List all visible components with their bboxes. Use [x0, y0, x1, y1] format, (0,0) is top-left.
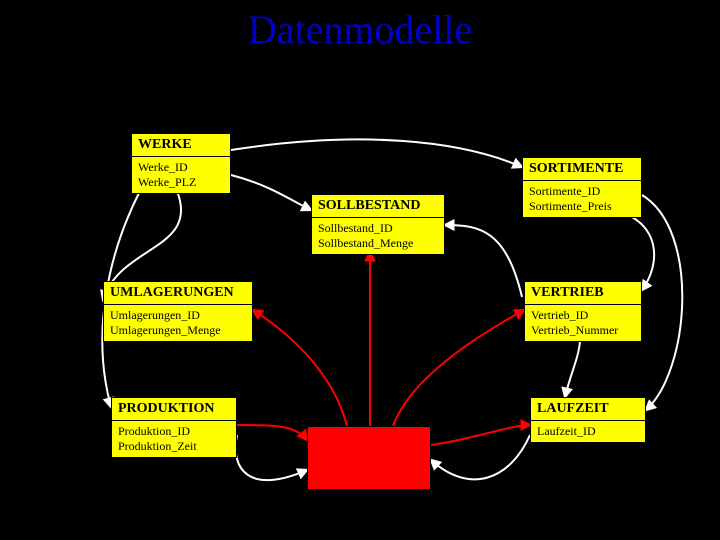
- edge-3: [231, 175, 311, 210]
- entity-produktion-fields: Produktion_IDProduktion_Zeit: [112, 421, 236, 457]
- edge-12: [253, 310, 347, 426]
- edge-5: [628, 215, 654, 290]
- field: Sollbestand_Menge: [318, 236, 438, 251]
- field: Umlagerungen_ID: [110, 308, 246, 323]
- entity-sortimente-fields: Sortimente_IDSortimente_Preis: [523, 181, 641, 217]
- edge-9: [431, 435, 530, 479]
- entity-vertrieb: VERTRIEBVertrieb_IDVertrieb_Nummer: [524, 281, 642, 342]
- entity-sollbestand-title: SOLLBESTAND: [312, 195, 444, 218]
- field: Vertrieb_Nummer: [531, 323, 635, 338]
- entity-sollbestand: SOLLBESTANDSollbestand_IDSollbestand_Men…: [311, 194, 445, 255]
- edge-11: [431, 425, 530, 445]
- field: Werke_PLZ: [138, 175, 224, 190]
- entity-umlagerungen-fields: Umlagerungen_IDUmlagerungen_Menge: [104, 305, 252, 341]
- entity-sollbestand-fields: Sollbestand_IDSollbestand_Menge: [312, 218, 444, 254]
- entity-laufzeit: LAUFZEIT Laufzeit_ID: [530, 397, 646, 443]
- entity-werke-fields: Werke_IDWerke_PLZ: [132, 157, 230, 193]
- field: Produktion_Zeit: [118, 439, 230, 454]
- edge-13: [393, 310, 524, 426]
- central-red-box: [307, 426, 431, 490]
- field: Sortimente_ID: [529, 184, 635, 199]
- entity-werke: WERKEWerke_IDWerke_PLZ: [131, 133, 231, 194]
- field: Sollbestand_ID: [318, 221, 438, 236]
- edge-6: [642, 195, 682, 410]
- entity-vertrieb-title: VERTRIEB: [525, 282, 641, 305]
- edge-4: [565, 339, 580, 397]
- field: Sortimente_Preis: [529, 199, 635, 214]
- edge-7: [445, 225, 522, 297]
- entity-sortimente: SORTIMENTESortimente_IDSortimente_Preis: [522, 157, 642, 218]
- edge-10: [237, 425, 307, 440]
- field: Werke_ID: [138, 160, 224, 175]
- entity-umlagerungen: UMLAGERUNGENUmlagerungen_IDUmlagerungen_…: [103, 281, 253, 342]
- entity-werke-title: WERKE: [132, 134, 230, 157]
- field: Vertrieb_ID: [531, 308, 635, 323]
- field: Umlagerungen_Menge: [110, 323, 246, 338]
- entity-laufzeit-title: LAUFZEIT: [531, 398, 645, 421]
- edge-8: [236, 435, 307, 480]
- entity-produktion: PRODUKTIONProduktion_IDProduktion_Zeit: [111, 397, 237, 458]
- edge-0: [231, 139, 522, 167]
- field: Produktion_ID: [118, 424, 230, 439]
- entity-laufzeit-fields: Laufzeit_ID: [531, 421, 645, 442]
- entity-produktion-title: PRODUKTION: [112, 398, 236, 421]
- entity-sortimente-title: SORTIMENTE: [523, 158, 641, 181]
- entity-umlagerungen-title: UMLAGERUNGEN: [104, 282, 252, 305]
- field: Laufzeit_ID: [537, 424, 639, 439]
- page-title: Datenmodelle: [0, 6, 720, 53]
- entity-vertrieb-fields: Vertrieb_IDVertrieb_Nummer: [525, 305, 641, 341]
